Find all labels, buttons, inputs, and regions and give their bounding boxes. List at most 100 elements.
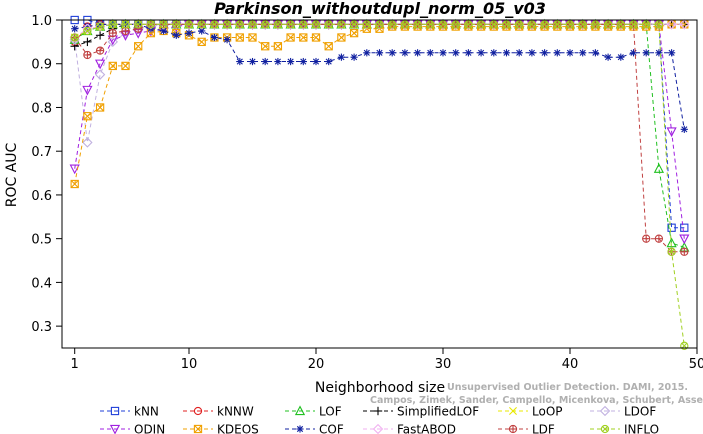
data-point-cof (591, 49, 599, 57)
data-point-inflo (286, 20, 295, 29)
data-point-kdeos (286, 33, 295, 42)
data-point-ldf (121, 26, 130, 36)
data-point-inflo (642, 20, 651, 29)
data-point-cof (426, 49, 434, 57)
legend-marker-ldf (508, 424, 518, 434)
data-point-inflo (591, 20, 600, 29)
legend-marker-simplifiedlof (373, 406, 383, 416)
data-point-inflo (565, 20, 575, 29)
x-tick-label: 10 (181, 357, 198, 372)
data-point-inflo (83, 26, 92, 36)
data-point-inflo (502, 20, 511, 29)
data-point-inflo (667, 247, 676, 256)
data-point-inflo (578, 20, 587, 29)
chart-title: Parkinson_withoutdupl_norm_05_v03 (214, 0, 546, 18)
legend-label: kNNW (217, 405, 254, 419)
data-point-cof (299, 57, 307, 66)
data-point-fastabod (679, 19, 690, 30)
data-point-ldf (680, 247, 689, 256)
data-point-kdeos (337, 33, 346, 42)
data-point-inflo (299, 20, 308, 29)
data-point-inflo (184, 20, 194, 29)
legend-marker-fastabod (372, 423, 384, 434)
legend-label: LOF (319, 405, 342, 419)
series-line-lof (74, 23, 685, 248)
data-point-kdeos (273, 42, 283, 51)
data-point-cof (414, 49, 422, 57)
series-line-kdeos (74, 23, 685, 185)
data-point-inflo (197, 20, 206, 29)
data-point-cof (477, 49, 485, 57)
data-point-cof (490, 49, 498, 57)
data-point-inflo (375, 20, 384, 29)
data-point-cof (312, 57, 320, 66)
data-point-cof (185, 29, 193, 37)
data-point-cof (515, 49, 523, 57)
data-point-cof (452, 49, 460, 57)
data-point-cof (680, 125, 688, 133)
data-point-cof (363, 49, 371, 57)
y-tick-label: 0.6 (31, 189, 52, 204)
legend-label: LDOF (624, 405, 656, 419)
series-line-ldof (74, 23, 685, 143)
data-point-ldf (83, 50, 92, 60)
data-point-inflo (464, 20, 473, 29)
legend-label: INFLO (624, 423, 659, 434)
data-point-cof (210, 33, 218, 42)
data-point-inflo (476, 20, 486, 29)
data-point-ldof (107, 36, 118, 48)
data-point-cof (604, 53, 612, 61)
data-point-inflo (515, 20, 524, 29)
axes: 1 10 20 30 40 50 0.3 0.4 0.5 0.6 0.7 0.8 0.9 1.0 (31, 14, 703, 372)
data-point-odin (94, 59, 106, 70)
data-point-kdeos (248, 33, 257, 42)
data-point-cof (642, 49, 650, 57)
data-point-knn (680, 223, 689, 232)
x-tick-label: 20 (308, 357, 325, 372)
data-point-cof (629, 49, 638, 57)
data-point-inflo (527, 20, 537, 29)
data-point-inflo (273, 20, 283, 29)
series-line-cof (74, 23, 685, 130)
data-point-ldof (82, 137, 93, 148)
data-point-inflo (489, 20, 498, 29)
data-point-cof (160, 27, 168, 35)
series-line-ldf (74, 23, 685, 253)
watermark: Unsupervised Outlier Detection. DAMI, 20… (370, 382, 703, 406)
legend-entry-odin: ODIN (100, 423, 165, 434)
data-point-inflo (680, 341, 689, 350)
legend-entry-simplifiedlof: SimplifiedLOF (363, 405, 479, 419)
legend-entry-kdeos: KDEOS (183, 423, 259, 434)
data-point-inflo (159, 20, 168, 29)
legend-entry-inflo: INFLO (590, 423, 659, 434)
data-point-cof (388, 49, 396, 57)
data-point-kdeos (642, 22, 651, 31)
data-point-kdeos (235, 33, 244, 42)
watermark-line-2: Campos, Zimek, Sander, Campello, Micenko… (370, 395, 703, 406)
data-point-cof (579, 49, 587, 57)
data-point-kdeos (261, 42, 270, 51)
data-point-odin (679, 234, 690, 245)
y-tick-label: 0.7 (31, 145, 52, 160)
data-point-cof (261, 57, 269, 66)
data-point-cof (553, 49, 561, 57)
data-point-fastabod (666, 19, 677, 30)
data-point-inflo (388, 20, 397, 29)
data-point-cof (617, 53, 625, 61)
data-point-cof (172, 31, 180, 39)
data-point-cof (274, 57, 282, 66)
data-point-kdeos (83, 112, 92, 121)
y-tick-label: 0.4 (31, 276, 52, 291)
legend-entry-knn: kNN (100, 405, 159, 419)
data-point-inflo (172, 20, 181, 29)
data-point-inflo (553, 20, 562, 29)
data-point-cof (325, 57, 333, 66)
data-point-simplifiedlof (95, 31, 105, 40)
data-point-cof (439, 49, 447, 57)
series-ldof (69, 19, 690, 148)
legend-marker-odin (109, 424, 121, 434)
data-point-odin (666, 127, 677, 138)
data-point-inflo (438, 20, 448, 29)
legend-entry-lof: LOF (285, 405, 342, 419)
